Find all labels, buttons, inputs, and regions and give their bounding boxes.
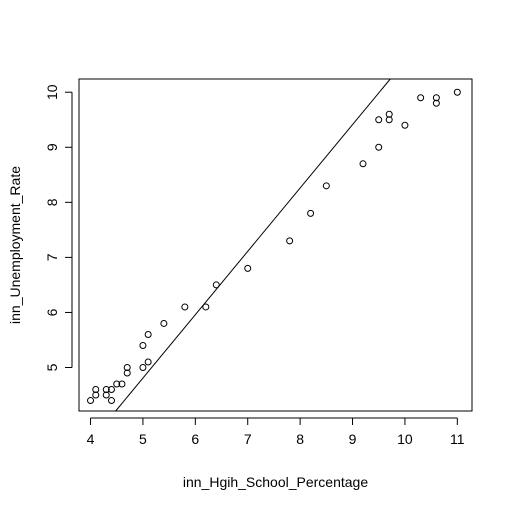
y-tick-label: 5	[44, 363, 60, 371]
data-point	[181, 303, 189, 311]
data-point	[107, 386, 115, 394]
y-tick-label: 10	[44, 84, 60, 100]
data-point	[417, 94, 425, 102]
data-point	[212, 281, 220, 289]
data-point	[144, 330, 152, 338]
data-point	[307, 209, 315, 217]
x-tick-label: 4	[87, 431, 95, 447]
y-tick-label: 9	[44, 143, 60, 151]
y-tick-label: 6	[44, 308, 60, 316]
data-point	[87, 397, 95, 405]
data-point	[107, 397, 115, 405]
x-tick-label: 7	[244, 431, 252, 447]
data-point	[139, 341, 147, 349]
plot-frame	[78, 78, 473, 412]
x-tick-label: 8	[296, 431, 304, 447]
data-point	[453, 88, 461, 96]
x-axis-label: inn_Hgih_School_Percentage	[183, 474, 368, 490]
x-tick-label: 11	[450, 431, 465, 447]
data-point	[385, 110, 393, 118]
data-point	[123, 364, 131, 372]
data-point	[144, 358, 152, 366]
data-point	[102, 386, 110, 394]
y-tick-label: 8	[44, 198, 60, 206]
x-tick-label: 9	[349, 431, 357, 447]
y-axis: 5 6 7 8 9 10	[44, 84, 73, 371]
data-point	[160, 319, 168, 327]
data-point	[202, 303, 210, 311]
reference-line	[115, 78, 391, 412]
x-tick-label: 6	[191, 431, 199, 447]
data-point	[286, 237, 294, 245]
y-axis-label: inn_Unemployment_Rate	[7, 166, 23, 324]
data-point	[375, 143, 383, 151]
data-point	[401, 121, 409, 129]
data-point	[322, 182, 330, 190]
data-point	[432, 94, 440, 102]
data-point	[118, 380, 126, 388]
y-tick-label: 7	[44, 253, 60, 261]
data-point	[92, 386, 100, 394]
x-tick-label: 5	[139, 431, 147, 447]
data-points	[87, 88, 461, 405]
data-point	[139, 364, 147, 372]
x-axis: 4 5 6 7 8 9 10 11	[87, 417, 465, 447]
data-point	[244, 264, 252, 272]
data-point	[375, 116, 383, 124]
data-point	[113, 380, 121, 388]
x-tick-label: 10	[397, 431, 413, 447]
data-point	[359, 160, 367, 168]
